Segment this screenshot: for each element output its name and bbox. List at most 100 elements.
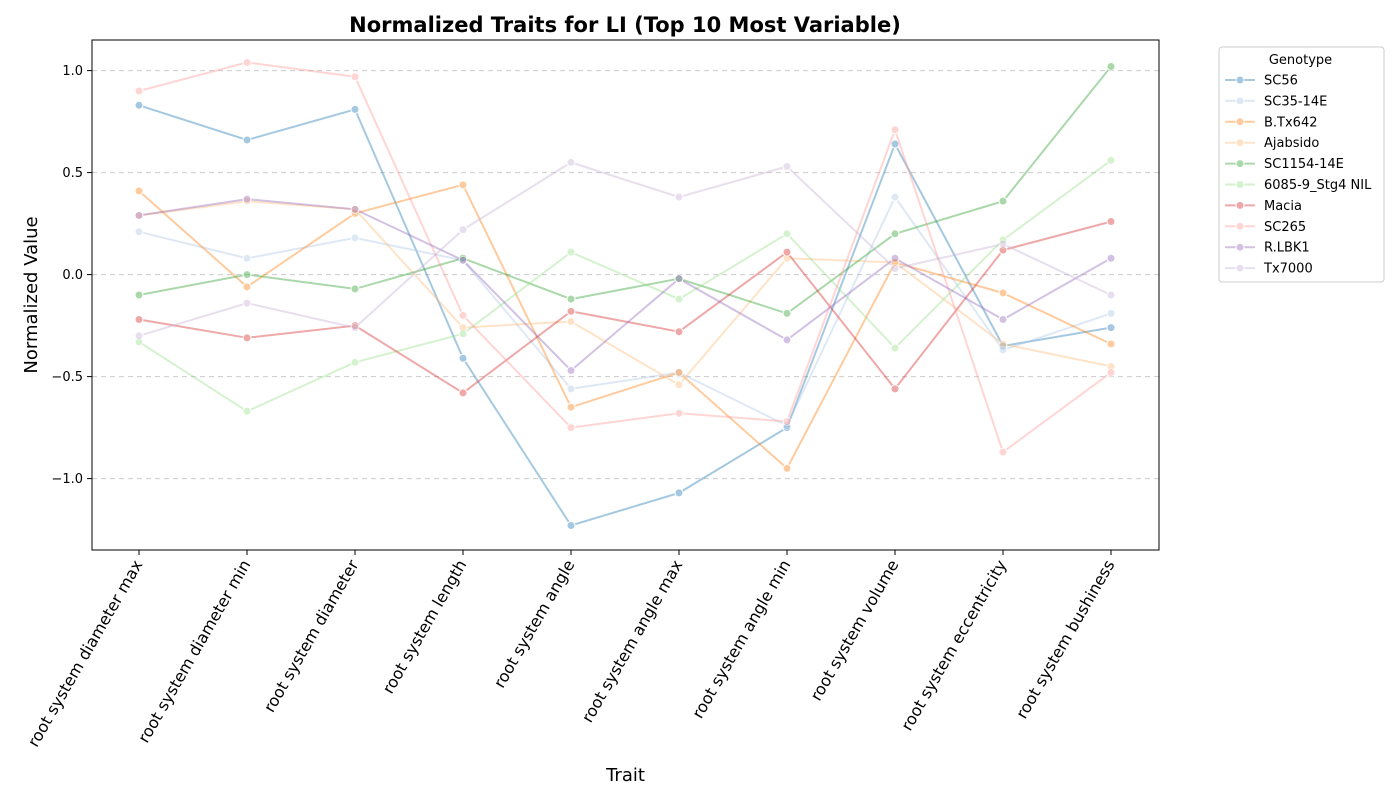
series-Ajabsido [134,196,1116,390]
legend-swatch-marker [1235,221,1245,231]
y-tick-label: 0.5 [62,166,83,181]
legend-swatch-marker [1235,75,1245,85]
x-tick-label: root system angle [490,557,579,692]
series-SC56 [134,100,1116,531]
legend-label: R.LBK1 [1264,241,1310,256]
data-point [890,384,900,394]
legend-entry: SC35-14E [1225,94,1327,109]
data-point [242,298,252,308]
series-SC1154-14E [134,62,1116,318]
x-tick-label: root system diameter [260,556,363,715]
data-point [998,288,1008,298]
data-point [458,180,468,190]
y-axis: −1.0 −0.5 0.0 0.5 1.0 [51,64,92,487]
series-Tx7000 [134,157,1116,341]
legend: Genotype SC56 SC35-14E B.Tx642 Ajabsido SC11… [1218,46,1385,283]
legend-swatch [1225,221,1255,231]
data-point [890,257,900,267]
legend-label: Ajabsido [1264,136,1319,151]
legend-label: B.Tx642 [1264,115,1318,130]
data-point [566,365,576,375]
legend-swatch [1225,96,1255,106]
x-tick-label: root system diameter min [134,557,254,747]
legend-label: Macia [1264,199,1302,214]
series-line [138,198,1112,372]
series-SC35-14E [134,192,1116,431]
data-point [1106,323,1116,333]
data-point [890,263,900,273]
data-point [998,245,1008,255]
legend-entry: B.Tx642 [1225,115,1318,130]
y-tick-label: −1.0 [51,472,83,487]
data-point [674,408,684,418]
data-point [134,337,144,347]
data-point [242,333,252,343]
legend-swatch [1225,138,1255,148]
data-point [350,72,360,82]
data-point [998,339,1008,349]
data-point [1106,368,1116,378]
data-point [458,310,468,320]
x-axis-label: Trait [605,765,645,786]
legend-box [1218,46,1385,283]
data-point [350,323,360,333]
data-point [134,227,144,237]
legend-swatch [1225,117,1255,127]
legend-entry: Macia [1225,199,1302,214]
legend-entry: Tx7000 [1225,262,1313,277]
legend-entry: R.LBK1 [1225,241,1310,256]
x-tick-label: root system angle max [578,557,687,726]
data-point [890,139,900,149]
legend-swatch [1225,200,1255,210]
data-point [566,317,576,327]
legend-label: 6085-9_Stg4 NIL [1264,178,1372,193]
data-point [350,204,360,214]
data-point [674,327,684,337]
data-point [674,380,684,390]
data-point [998,345,1008,355]
data-point [134,210,144,220]
data-point [242,196,252,206]
data-point [242,194,252,204]
legend-swatch [1225,159,1255,169]
data-point [782,253,792,263]
legend-swatch [1225,263,1255,273]
data-point [566,306,576,316]
data-point [782,423,792,433]
data-point [458,255,468,265]
data-point [782,416,792,426]
series-line [138,200,1112,387]
data-point [242,270,252,280]
legend-swatch-marker [1235,242,1245,252]
series-B.Tx642 [134,180,1116,473]
data-point [458,225,468,235]
data-point [566,423,576,433]
data-point [674,294,684,304]
legend-entry: SC56 [1225,74,1298,89]
series-line [138,220,1112,395]
data-point [782,247,792,257]
x-tick-label: root system volume [806,557,902,705]
legend-swatch [1225,75,1255,85]
legend-entry: SC265 [1225,220,1306,235]
legend-label: SC56 [1264,74,1298,89]
series-line [138,104,1112,527]
series-line [138,183,1112,470]
data-point [782,161,792,171]
legend-entry: 6085-9_Stg4 NIL [1225,178,1372,193]
legend-swatch-marker [1235,263,1245,273]
data-point [566,521,576,531]
legend-swatch-marker [1235,138,1245,148]
data-point [998,196,1008,206]
data-point [1106,62,1116,72]
y-axis-label: Normalized Value [21,216,42,373]
legend-label: SC35-14E [1264,94,1327,109]
data-point [134,210,144,220]
data-point [782,308,792,318]
legend-swatch [1225,180,1255,189]
data-point [674,368,684,378]
data-point [998,314,1008,324]
data-point [134,314,144,324]
data-point [350,284,360,294]
